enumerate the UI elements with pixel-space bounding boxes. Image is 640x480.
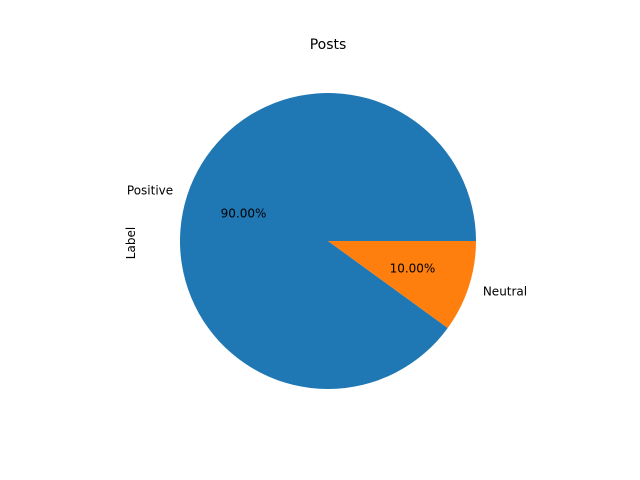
y-axis-label: Label: [124, 227, 138, 259]
slice-percent-neutral: 10.00%: [390, 261, 436, 275]
pie-slices: Positive 90.00% Neutral 10.00%: [127, 92, 527, 389]
slice-percent-positive: 90.00%: [221, 207, 267, 221]
slice-label-neutral: Neutral: [483, 284, 527, 298]
slice-label-positive: Positive: [127, 184, 173, 198]
pie-slice-neutral: [328, 241, 476, 328]
chart-title: Posts: [310, 37, 347, 53]
